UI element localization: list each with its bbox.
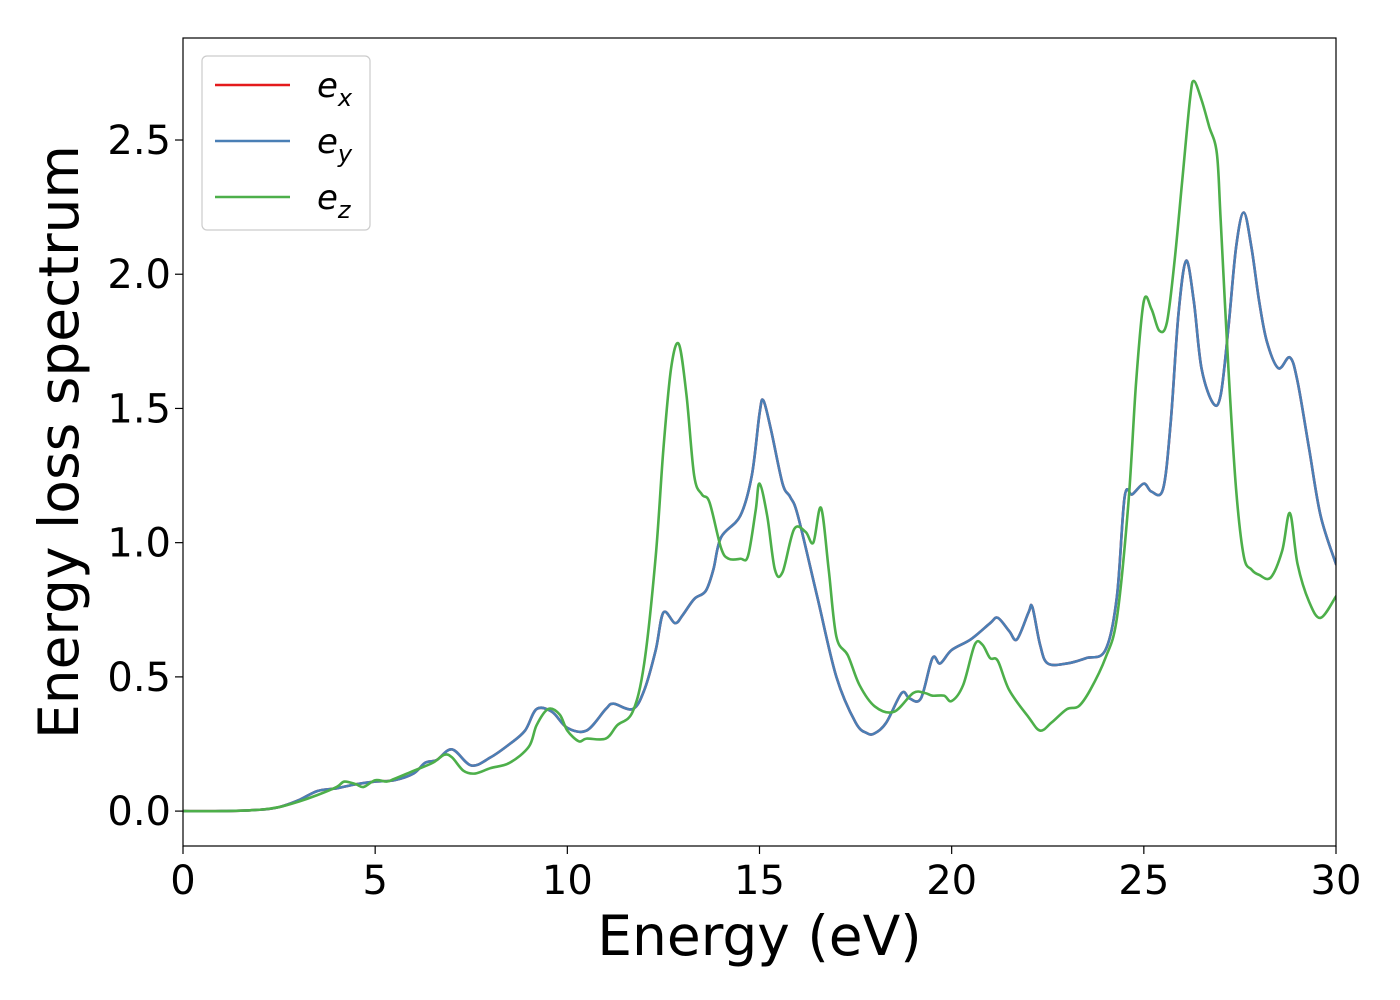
- x-tick-label: 20: [926, 858, 977, 904]
- y-axis-label: Energy loss spectrum: [27, 145, 91, 739]
- legend-label-subscript: x: [337, 84, 353, 112]
- y-tick-label: 2.0: [107, 252, 171, 298]
- legend-label-ez: ez: [317, 178, 352, 224]
- legend-label-base: e: [317, 178, 338, 218]
- y-tick-label: 1.5: [107, 386, 171, 432]
- y-axis-ticks: 0.0 0.5 1.0 1.5 2.0 2.5: [107, 118, 183, 835]
- x-tick-label: 30: [1311, 858, 1362, 904]
- y-tick-label: 1.0: [107, 521, 171, 567]
- x-axis-ticks: 0 5 10 15 20 25 30: [170, 846, 1361, 904]
- series-line-ey: [183, 211, 1336, 813]
- y-tick-label: 0.0: [107, 789, 171, 835]
- x-tick-label: 0: [170, 858, 195, 904]
- legend-label-subscript: y: [337, 140, 353, 168]
- x-tick-label: 15: [734, 858, 785, 904]
- legend-label-ey: ey: [317, 122, 353, 168]
- legend-label-subscript: z: [337, 196, 352, 224]
- legend-label-base: e: [317, 122, 338, 162]
- legend-label-ex: ex: [317, 66, 353, 112]
- series-line-ez: [183, 79, 1336, 813]
- x-tick-label: 25: [1118, 858, 1169, 904]
- y-tick-label: 0.5: [107, 655, 171, 701]
- legend-label-base: e: [317, 66, 338, 106]
- x-tick-label: 5: [362, 858, 387, 904]
- y-tick-label: 2.5: [107, 118, 171, 164]
- series-layer: [183, 79, 1336, 813]
- plot-frame: [182, 37, 1337, 847]
- x-tick-label: 10: [542, 858, 593, 904]
- x-axis-label: Energy (eV): [597, 904, 921, 968]
- legend-box: [201, 55, 371, 231]
